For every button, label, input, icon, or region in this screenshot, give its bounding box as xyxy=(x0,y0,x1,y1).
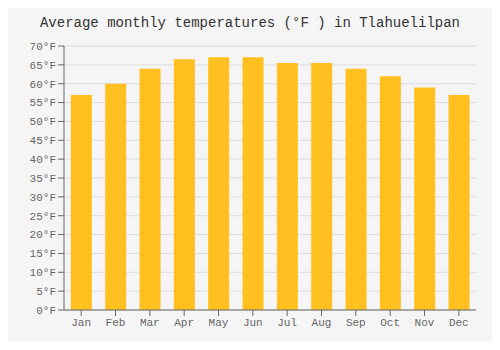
svg-text:50°F: 50°F xyxy=(30,116,56,128)
svg-text:15°F: 15°F xyxy=(30,248,56,260)
svg-text:5°F: 5°F xyxy=(36,286,56,298)
svg-text:Feb: Feb xyxy=(106,317,126,329)
svg-text:40°F: 40°F xyxy=(30,154,56,166)
svg-text:May: May xyxy=(209,317,229,329)
svg-text:Apr: Apr xyxy=(174,317,194,329)
svg-text:35°F: 35°F xyxy=(30,173,56,185)
svg-text:Nov: Nov xyxy=(415,317,435,329)
svg-text:Aug: Aug xyxy=(312,317,332,329)
svg-text:10°F: 10°F xyxy=(30,267,56,279)
svg-text:65°F: 65°F xyxy=(30,60,56,72)
html-text:Average monthly temperatures (: Average monthly temperatures (°F ) in Tl… xyxy=(40,15,460,31)
svg-text:Jul: Jul xyxy=(277,317,297,329)
svg-text:Jan: Jan xyxy=(71,317,91,329)
svg-text:25°F: 25°F xyxy=(30,211,56,223)
svg-text:Oct: Oct xyxy=(380,317,400,329)
svg-text:70°F: 70°F xyxy=(30,41,56,53)
svg-text:Sep: Sep xyxy=(346,317,366,329)
svg-text:Dec: Dec xyxy=(449,317,469,329)
svg-text:Mar: Mar xyxy=(140,317,160,329)
svg-text:30°F: 30°F xyxy=(30,192,56,204)
svg-text:45°F: 45°F xyxy=(30,135,56,147)
svg-text:0°F: 0°F xyxy=(36,305,56,317)
svg-text:55°F: 55°F xyxy=(30,97,56,109)
svg-text:20°F: 20°F xyxy=(30,229,56,241)
svg-text:Jun: Jun xyxy=(243,317,263,329)
svg-text:60°F: 60°F xyxy=(30,79,56,91)
